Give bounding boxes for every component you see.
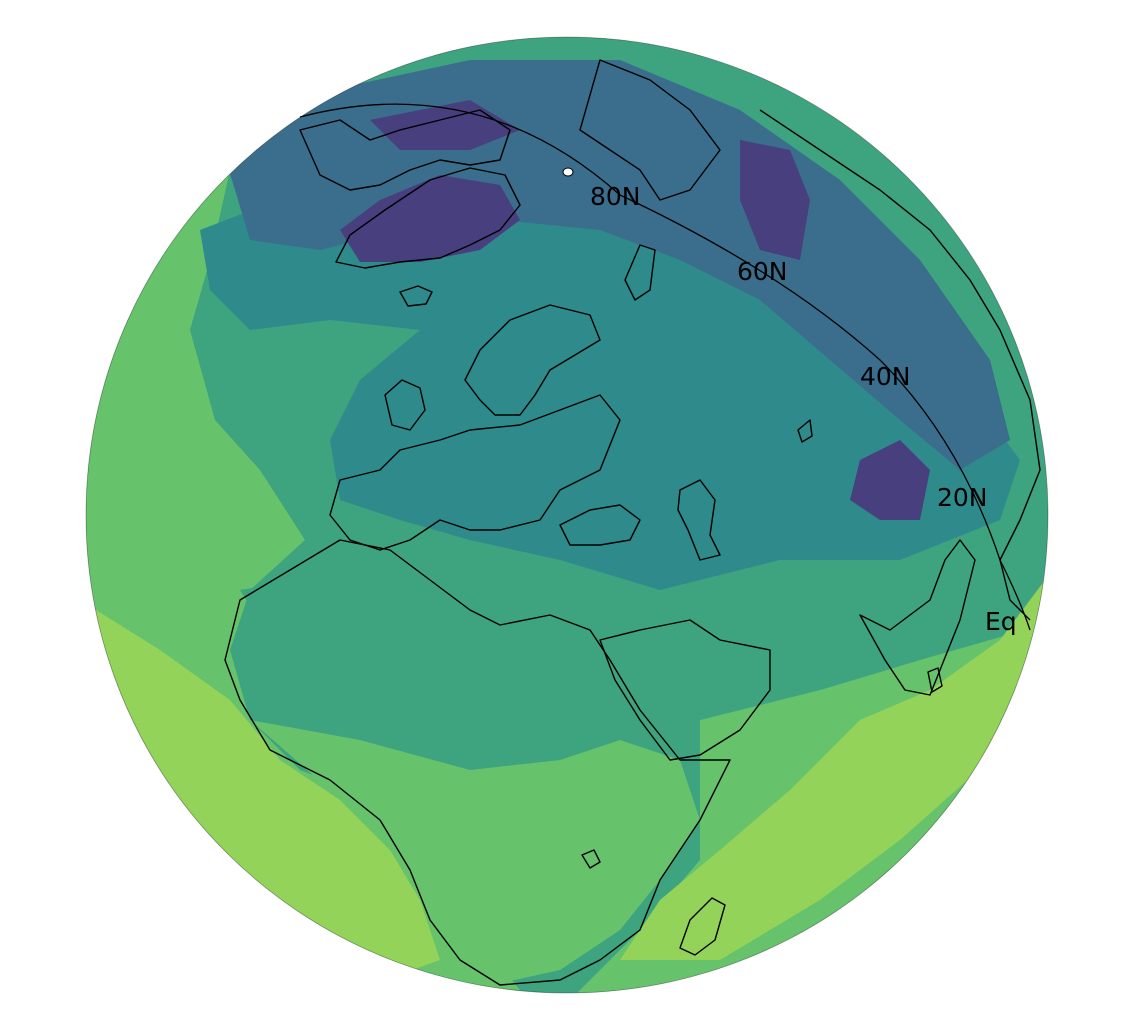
field-arctic-high [220,60,1010,470]
field-mideast-mid [240,570,920,740]
coast-caspian [677,479,721,561]
field-africa-low [250,720,700,990]
coast-baikal [797,419,813,443]
field-indian-ocean-band [620,560,1048,960]
lat-label-40n: 40N [860,362,911,391]
coast-sri-lanka [927,667,943,693]
coast-lake-victoria [581,849,601,869]
coast-africa [224,539,731,986]
lat-label-60n: 60N [737,257,788,286]
coast-madagascar [679,897,726,956]
field-siberia-peak [740,140,810,260]
north-pole-marker [562,167,574,177]
globe-outline [85,36,1049,994]
field-tibet-peak [850,440,930,520]
coast-east-asia [759,109,1041,621]
field-greenland-peak [340,175,520,262]
coast-britain [384,379,426,431]
coast-arabia [599,619,771,761]
coast-greenland [335,167,521,269]
lat-label-eq: Eq [985,607,1017,636]
coastlines [224,59,1041,986]
coast-india [859,539,976,696]
lat-label-80n: 80N [590,182,641,211]
meridian-line [299,103,1031,631]
coast-scandinavia [464,304,601,416]
coast-iceland [399,285,433,307]
lat-label-20n: 20N [937,483,988,512]
coast-arctic-islands [299,109,511,191]
coast-novaya-zemlya [624,244,656,301]
coast-north-asia [579,59,721,201]
coast-black-sea [559,504,641,546]
